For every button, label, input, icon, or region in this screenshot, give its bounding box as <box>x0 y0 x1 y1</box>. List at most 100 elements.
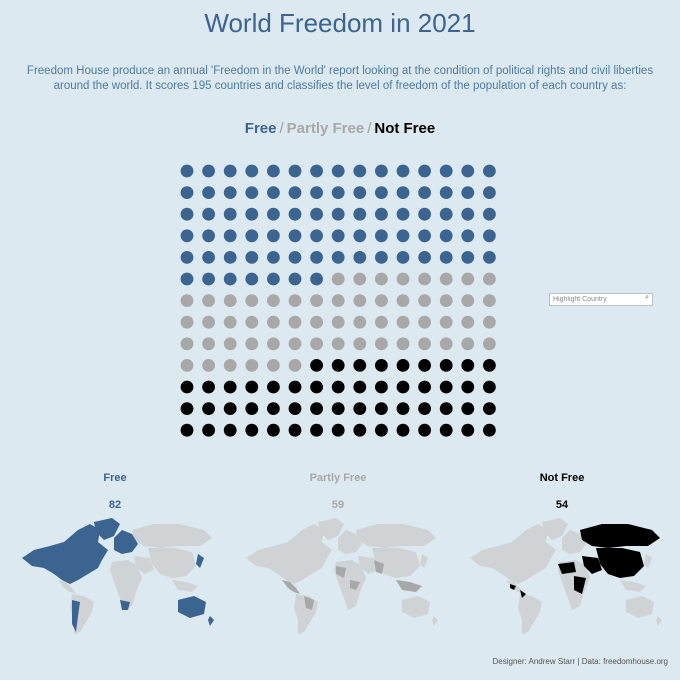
waffle-dot-partly-free[interactable] <box>418 315 431 329</box>
waffle-dot-free[interactable] <box>483 164 496 178</box>
waffle-dot-not-free[interactable] <box>353 359 367 372</box>
waffle-dot-free[interactable] <box>439 186 453 200</box>
highlight-country-search[interactable]: ⌕ <box>549 293 653 306</box>
waffle-dot-partly-free[interactable] <box>223 359 237 372</box>
waffle-dot-free[interactable] <box>461 251 475 264</box>
waffle-dot-partly-free[interactable] <box>439 315 453 329</box>
waffle-dot-not-free[interactable] <box>331 359 345 372</box>
legend-free[interactable]: Free <box>244 120 277 137</box>
waffle-dot-partly-free[interactable] <box>353 272 367 286</box>
waffle-dot-not-free[interactable] <box>483 423 496 437</box>
waffle-dot-not-free[interactable] <box>461 423 475 437</box>
waffle-dot-partly-free[interactable] <box>331 294 345 307</box>
waffle-dot-partly-free[interactable] <box>396 272 410 286</box>
waffle-dot-free[interactable] <box>267 207 280 221</box>
waffle-dot-free[interactable] <box>310 251 323 264</box>
waffle-dot-partly-free[interactable] <box>396 315 410 329</box>
waffle-dot-free[interactable] <box>288 207 302 221</box>
waffle-dot-not-free[interactable] <box>483 380 496 394</box>
waffle-dot-not-free[interactable] <box>310 402 323 415</box>
waffle-dot-free[interactable] <box>267 164 280 178</box>
waffle-dot-free[interactable] <box>288 164 302 178</box>
waffle-dot-partly-free[interactable] <box>288 315 302 329</box>
waffle-dot-not-free[interactable] <box>396 402 410 415</box>
waffle-dot-free[interactable] <box>202 207 216 221</box>
waffle-dot-free[interactable] <box>310 272 323 286</box>
waffle-dot-free[interactable] <box>180 229 194 243</box>
waffle-dot-partly-free[interactable] <box>288 294 302 307</box>
waffle-dot-not-free[interactable] <box>375 380 388 394</box>
waffle-dot-not-free[interactable] <box>418 423 431 437</box>
waffle-dot-partly-free[interactable] <box>396 337 410 351</box>
waffle-dot-free[interactable] <box>180 164 194 178</box>
waffle-dot-free[interactable] <box>375 229 388 243</box>
waffle-dot-not-free[interactable] <box>439 380 453 394</box>
waffle-dot-free[interactable] <box>439 251 453 264</box>
waffle-dot-partly-free[interactable] <box>180 337 194 351</box>
waffle-dot-partly-free[interactable] <box>245 315 259 329</box>
waffle-dot-free[interactable] <box>223 164 237 178</box>
waffle-dot-free[interactable] <box>396 229 410 243</box>
waffle-dot-free[interactable] <box>353 164 367 178</box>
waffle-dot-not-free[interactable] <box>396 359 410 372</box>
waffle-dot-not-free[interactable] <box>418 402 431 415</box>
waffle-dot-partly-free[interactable] <box>223 294 237 307</box>
waffle-dot-free[interactable] <box>288 229 302 243</box>
waffle-dot-free[interactable] <box>310 207 323 221</box>
waffle-dot-partly-free[interactable] <box>353 315 367 329</box>
waffle-dot-not-free[interactable] <box>396 380 410 394</box>
waffle-dot-free[interactable] <box>418 207 431 221</box>
waffle-dot-free[interactable] <box>267 251 280 264</box>
waffle-dot-partly-free[interactable] <box>353 294 367 307</box>
waffle-dot-free[interactable] <box>331 229 345 243</box>
legend-not-free[interactable]: Not Free <box>374 120 436 137</box>
waffle-dot-free[interactable] <box>375 251 388 264</box>
waffle-dot-not-free[interactable] <box>439 402 453 415</box>
waffle-dot-free[interactable] <box>461 186 475 200</box>
waffle-dot-partly-free[interactable] <box>439 337 453 351</box>
waffle-dot-free[interactable] <box>245 164 259 178</box>
waffle-dot-partly-free[interactable] <box>202 315 216 329</box>
waffle-dot-partly-free[interactable] <box>245 294 259 307</box>
waffle-dot-free[interactable] <box>310 164 323 178</box>
waffle-dot-free[interactable] <box>483 251 496 264</box>
waffle-dot-free[interactable] <box>375 186 388 200</box>
waffle-dot-free[interactable] <box>353 186 367 200</box>
waffle-dot-free[interactable] <box>418 229 431 243</box>
waffle-dot-not-free[interactable] <box>267 380 280 394</box>
waffle-dot-partly-free[interactable] <box>483 272 496 286</box>
waffle-dot-not-free[interactable] <box>331 380 345 394</box>
waffle-dot-free[interactable] <box>245 207 259 221</box>
waffle-dot-free[interactable] <box>310 186 323 200</box>
waffle-dot-free[interactable] <box>202 229 216 243</box>
waffle-dot-partly-free[interactable] <box>483 337 496 351</box>
waffle-dot-not-free[interactable] <box>288 423 302 437</box>
waffle-dot-free[interactable] <box>353 229 367 243</box>
waffle-dot-free[interactable] <box>288 251 302 264</box>
waffle-dot-free[interactable] <box>396 164 410 178</box>
waffle-dot-free[interactable] <box>202 272 216 286</box>
waffle-dot-free[interactable] <box>418 164 431 178</box>
waffle-dot-not-free[interactable] <box>375 402 388 415</box>
waffle-dot-free[interactable] <box>223 272 237 286</box>
waffle-dot-free[interactable] <box>223 186 237 200</box>
waffle-dot-free[interactable] <box>418 251 431 264</box>
waffle-dot-not-free[interactable] <box>461 380 475 394</box>
waffle-dot-partly-free[interactable] <box>461 272 475 286</box>
waffle-dot-partly-free[interactable] <box>202 337 216 351</box>
waffle-dot-not-free[interactable] <box>245 380 259 394</box>
waffle-dot-partly-free[interactable] <box>288 337 302 351</box>
waffle-dot-free[interactable] <box>267 186 280 200</box>
waffle-dot-not-free[interactable] <box>439 359 453 372</box>
waffle-dot-partly-free[interactable] <box>310 294 323 307</box>
waffle-dot-not-free[interactable] <box>375 359 388 372</box>
waffle-dot-partly-free[interactable] <box>439 294 453 307</box>
waffle-dot-free[interactable] <box>396 186 410 200</box>
waffle-dot-not-free[interactable] <box>202 423 216 437</box>
waffle-dot-not-free[interactable] <box>483 359 496 372</box>
waffle-dot-free[interactable] <box>331 207 345 221</box>
waffle-dot-free[interactable] <box>461 207 475 221</box>
map-partly-free[interactable] <box>238 516 438 636</box>
waffle-dot-free[interactable] <box>223 229 237 243</box>
waffle-dot-not-free[interactable] <box>353 380 367 394</box>
